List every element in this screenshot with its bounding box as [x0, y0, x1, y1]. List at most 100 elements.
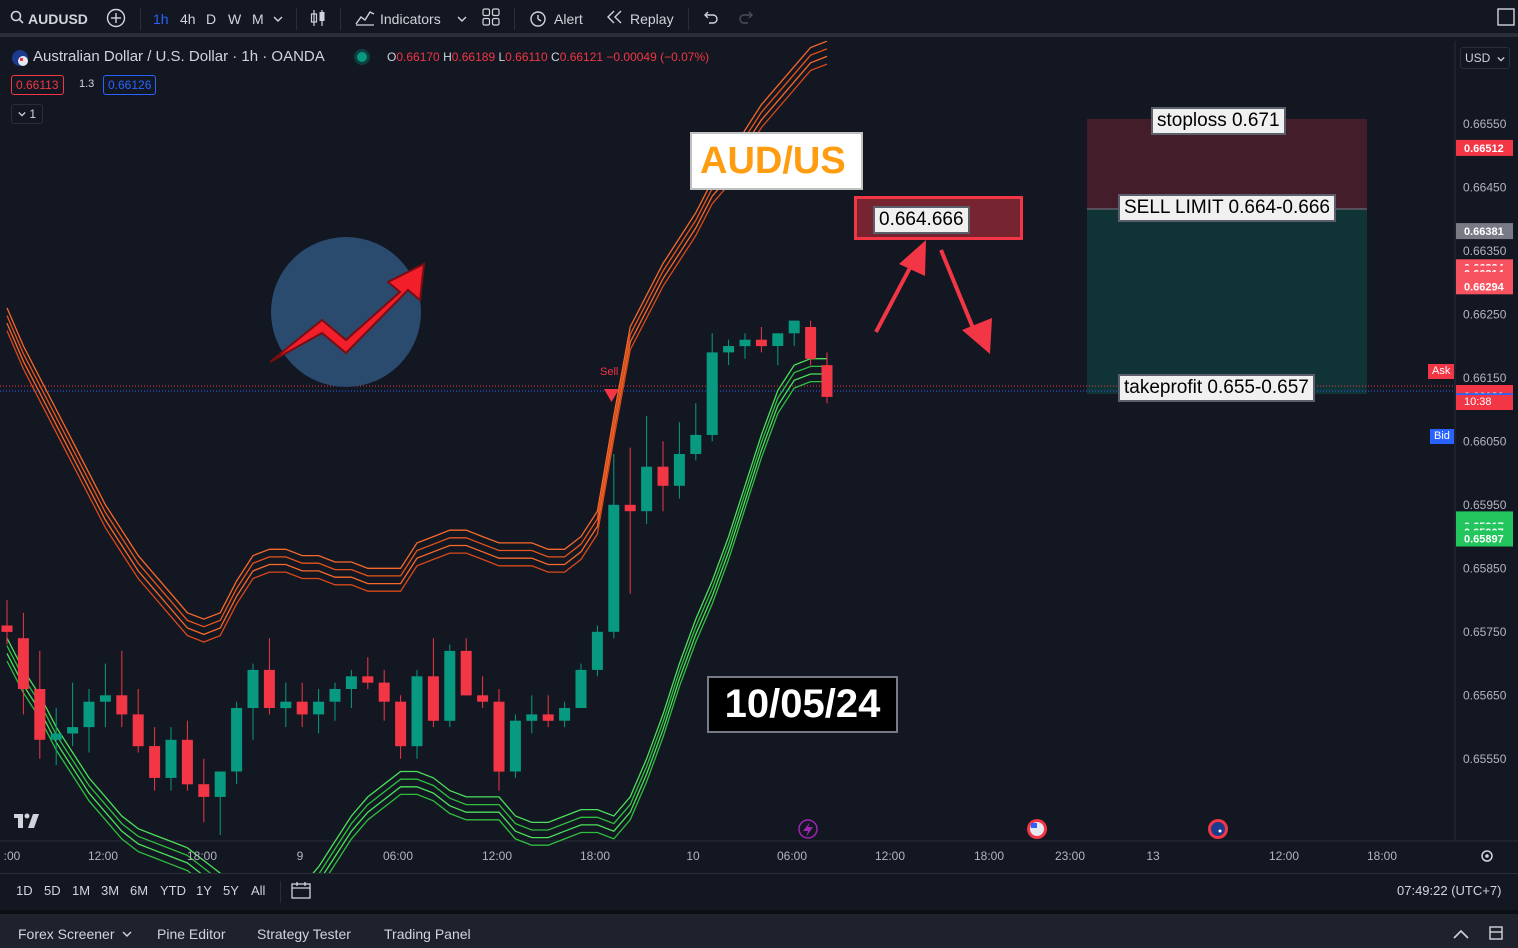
- lower-band-line-2: [6, 373, 827, 873]
- upper-band-line-2: [6, 55, 828, 636]
- price-axis-tick: 0.65550: [1463, 752, 1507, 766]
- trend-arrow-icon: [269, 237, 426, 387]
- layout-grid-icon[interactable]: [482, 8, 500, 30]
- time-axis-tick: 06:00: [383, 849, 413, 863]
- interval-m[interactable]: M: [252, 11, 264, 27]
- settings-gear-icon[interactable]: [1481, 850, 1493, 862]
- range-all[interactable]: All: [251, 883, 266, 898]
- stoploss-label: stoploss 0.671: [1151, 107, 1286, 135]
- time-axis-tick: 18:00: [580, 849, 610, 863]
- bottom-panel-bar: Forex Screener Pine Editor Strategy Test…: [0, 910, 1518, 948]
- maximize-panel-icon[interactable]: [1489, 926, 1503, 943]
- range-6m[interactable]: 6M: [130, 883, 149, 898]
- candle-body: [477, 695, 489, 702]
- price-axis-tick: 0.65650: [1463, 688, 1507, 702]
- time-axis-tick: 13: [1146, 849, 1160, 863]
- range-1d[interactable]: 1D: [16, 883, 33, 898]
- candle-body: [411, 676, 423, 747]
- upper-band-line-1: [6, 48, 828, 628]
- clock-timezone[interactable]: 07:49:22 (UTC+7): [1397, 883, 1502, 898]
- range-5d[interactable]: 5D: [44, 883, 61, 898]
- toolbar-divider: [140, 8, 141, 30]
- ohlc-c-value: 0.66121 −0.00049 (−0.07%): [559, 50, 710, 64]
- candle-body: [181, 739, 193, 785]
- candle-body: [641, 466, 653, 512]
- candle-body: [509, 720, 521, 772]
- candle-body: [198, 784, 210, 797]
- tab-trading-panel[interactable]: Trading Panel: [384, 926, 471, 942]
- range-5y[interactable]: 5Y: [223, 883, 239, 898]
- time-axis-tick: 10: [686, 849, 700, 863]
- candle-body: [526, 714, 538, 721]
- candle-body: [116, 695, 128, 715]
- interval-4h[interactable]: 4h: [180, 11, 196, 27]
- add-symbol-icon[interactable]: [106, 8, 126, 30]
- chevron-down-icon: [1497, 56, 1505, 62]
- ohlc-o-value: 0.66170: [396, 50, 440, 64]
- candle-body: [493, 701, 505, 772]
- candle-body: [575, 669, 587, 708]
- candle-body: [657, 466, 669, 486]
- collapse-indicators-button[interactable]: 1: [11, 104, 44, 124]
- candles-icon[interactable]: [309, 8, 327, 30]
- buy-price-button[interactable]: 0.66126: [103, 75, 157, 95]
- lower-band-line-1: [6, 365, 827, 873]
- price-axis-tick: 0.65850: [1463, 561, 1507, 575]
- chevron-up-icon[interactable]: [1453, 926, 1469, 942]
- candle-body: [83, 701, 95, 728]
- chevron-down-icon[interactable]: [457, 8, 467, 30]
- candle-body: [296, 701, 308, 715]
- interval-d[interactable]: D: [206, 11, 217, 27]
- interval-1h[interactable]: 1h: [153, 11, 169, 27]
- interval-w[interactable]: W: [228, 11, 242, 27]
- tab-pine-editor[interactable]: Pine Editor: [157, 926, 226, 942]
- range-1y[interactable]: 1Y: [196, 883, 212, 898]
- sell-price-button[interactable]: 0.66113: [11, 75, 64, 95]
- range-ytd[interactable]: YTD: [160, 883, 186, 898]
- alarm-clock-icon[interactable]: [528, 8, 548, 30]
- candle-body: [739, 339, 751, 347]
- range-1m[interactable]: 1M: [72, 883, 91, 898]
- symbol-flag-icon: [11, 49, 29, 70]
- au-flag-event-icon[interactable]: [1208, 819, 1228, 839]
- redo-icon[interactable]: [739, 8, 755, 30]
- symbol-legend-title[interactable]: Australian Dollar / U.S. Dollar · 1h · O…: [33, 48, 325, 65]
- candle-body: [460, 650, 472, 696]
- search-icon[interactable]: [10, 8, 24, 30]
- takeprofit-zone: [1087, 209, 1367, 394]
- candle-body: [263, 669, 275, 708]
- range-3m[interactable]: 3M: [101, 883, 120, 898]
- price-axis-tick: 0.66050: [1463, 434, 1507, 448]
- chevron-down-icon[interactable]: [122, 926, 132, 942]
- chevron-down-icon[interactable]: [273, 8, 283, 30]
- candle-body: [99, 695, 111, 702]
- replay-button[interactable]: Replay: [630, 11, 674, 27]
- calendar-icon[interactable]: [291, 881, 311, 902]
- price-axis-label: 0.66381: [1464, 226, 1504, 238]
- us-flag-event-icon[interactable]: [1027, 819, 1047, 839]
- candle-body: [17, 638, 29, 689]
- indicators-icon[interactable]: [355, 8, 375, 30]
- fullscreen-icon[interactable]: [1497, 8, 1515, 30]
- symbol-search-button[interactable]: AUDUSD: [28, 11, 88, 27]
- upper-band-line-0: [6, 41, 828, 620]
- red-arrows-icon: [874, 240, 992, 354]
- price-axis-label: 0.65897: [1464, 534, 1504, 546]
- candle-body: [559, 708, 571, 721]
- lower-band-line-0: [6, 358, 827, 873]
- candle-body: [378, 682, 390, 702]
- alert-button[interactable]: Alert: [554, 11, 583, 27]
- ohlc-h-key: H: [443, 50, 452, 64]
- top-toolbar: AUDUSD 1h 4h D W M Indicators Alert Repl…: [0, 0, 1518, 37]
- candle-body: [329, 689, 341, 702]
- tab-forex-screener[interactable]: Forex Screener: [18, 926, 115, 942]
- rewind-icon[interactable]: [606, 8, 624, 30]
- lightning-event-icon[interactable]: [798, 819, 818, 839]
- tab-strategy-tester[interactable]: Strategy Tester: [257, 926, 351, 942]
- indicators-button[interactable]: Indicators: [380, 11, 441, 27]
- undo-icon[interactable]: [702, 8, 718, 30]
- currency-selector[interactable]: USD: [1460, 47, 1510, 69]
- currency-label: USD: [1465, 51, 1491, 65]
- candle-body: [427, 676, 439, 721]
- candle-body: [805, 327, 817, 359]
